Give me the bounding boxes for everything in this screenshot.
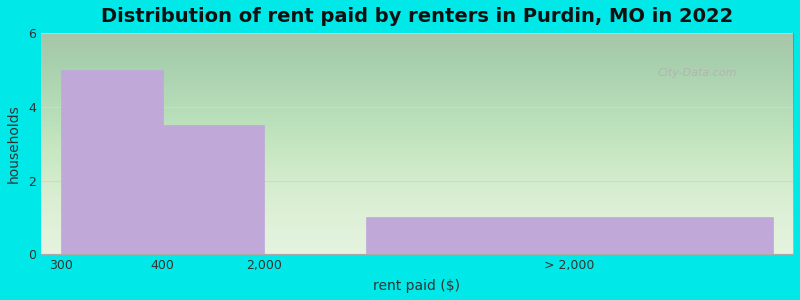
Bar bbox=[366, 218, 773, 254]
Bar bbox=[162, 125, 265, 254]
X-axis label: rent paid ($): rent paid ($) bbox=[374, 279, 461, 293]
Title: Distribution of rent paid by renters in Purdin, MO in 2022: Distribution of rent paid by renters in … bbox=[101, 7, 733, 26]
Text: City-Data.com: City-Data.com bbox=[658, 68, 737, 78]
Y-axis label: households: households bbox=[7, 104, 21, 183]
Bar bbox=[61, 70, 162, 254]
